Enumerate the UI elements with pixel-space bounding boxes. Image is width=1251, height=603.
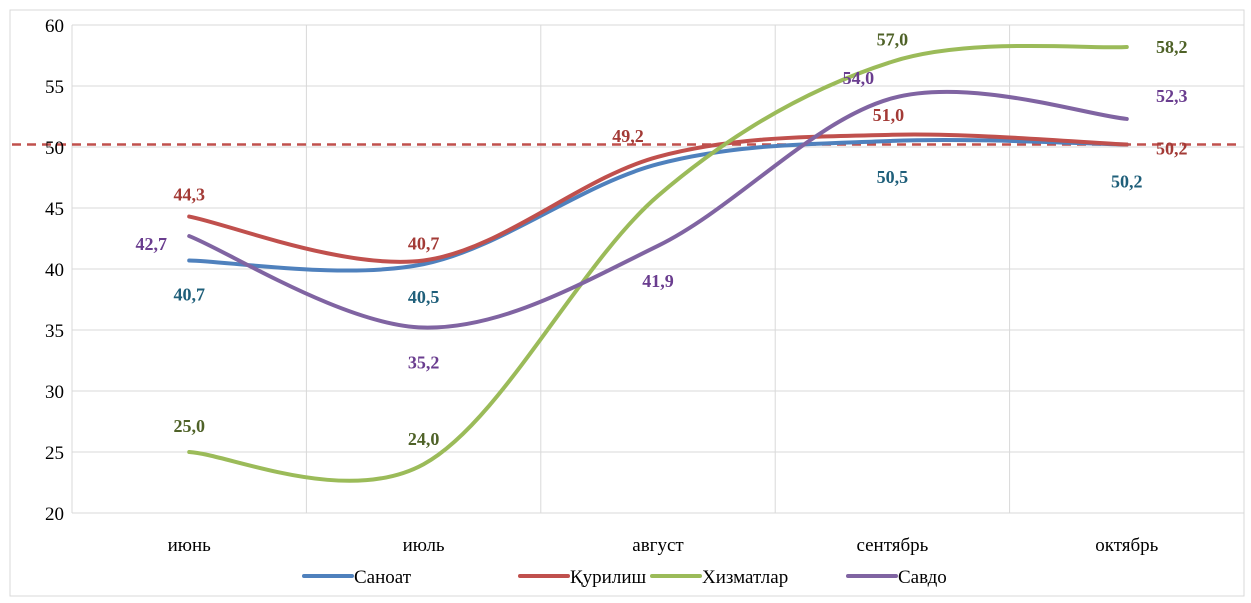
legend-label: Хизматлар xyxy=(702,567,788,588)
data-label: 51,0 xyxy=(873,105,905,125)
data-label: 42,7 xyxy=(135,234,167,254)
legend-label: Савдо xyxy=(898,567,947,588)
data-label: 25,0 xyxy=(173,416,205,436)
legend-label: Қурилиш xyxy=(570,567,646,588)
series-line-3 xyxy=(187,43,1129,483)
x-tick-label: август xyxy=(632,535,684,556)
data-label: 49,2 xyxy=(612,126,644,146)
data-label-layer: 40,7 40,5 50,5 50,2 44,3 40,7 49,2 51,0 50,2 25,0… xyxy=(135,30,1187,450)
data-label: 40,7 xyxy=(173,284,205,304)
series-line-1 xyxy=(187,137,1129,273)
series-layer xyxy=(187,43,1129,483)
axis-label-layer: 20 25 30 35 40 45 50 55 60 июнь июль август сентябрь… xyxy=(45,16,1159,556)
y-tick-label: 40 xyxy=(45,260,64,281)
data-label: 24,0 xyxy=(408,429,440,449)
data-label: 40,5 xyxy=(408,287,440,307)
data-label: 58,2 xyxy=(1156,37,1188,57)
y-tick-label: 20 xyxy=(45,504,64,525)
data-label: 44,3 xyxy=(173,185,205,205)
data-label: 50,5 xyxy=(877,167,909,187)
data-label: 41,9 xyxy=(642,271,674,291)
x-tick-label: июнь xyxy=(168,535,212,556)
y-tick-label: 50 xyxy=(45,138,64,159)
y-tick-label: 30 xyxy=(45,382,64,403)
x-tick-label: октябрь xyxy=(1095,535,1158,556)
data-label: 40,7 xyxy=(408,233,440,253)
legend-label: Саноат xyxy=(354,567,412,588)
y-tick-label: 45 xyxy=(45,199,64,220)
y-tick-label: 25 xyxy=(45,443,64,464)
y-tick-label: 35 xyxy=(45,321,64,342)
data-label: 35,2 xyxy=(408,353,440,373)
legend: Саноат Қурилиш Хизматлар Савдо xyxy=(302,567,947,588)
chart-border xyxy=(9,9,1245,597)
data-label: 57,0 xyxy=(877,30,909,50)
x-tick-label: сентябрь xyxy=(856,535,928,556)
data-label: 52,3 xyxy=(1156,86,1188,106)
series-line-4 xyxy=(187,89,1129,330)
data-label: 50,2 xyxy=(1156,139,1188,159)
y-tick-label: 55 xyxy=(45,77,64,98)
gridlines xyxy=(71,24,1245,514)
series-line-2 xyxy=(187,132,1129,264)
data-label: 50,2 xyxy=(1111,172,1143,192)
x-tick-label: июль xyxy=(403,535,445,556)
y-tick-label: 60 xyxy=(45,16,64,37)
data-label: 54,0 xyxy=(843,68,875,88)
